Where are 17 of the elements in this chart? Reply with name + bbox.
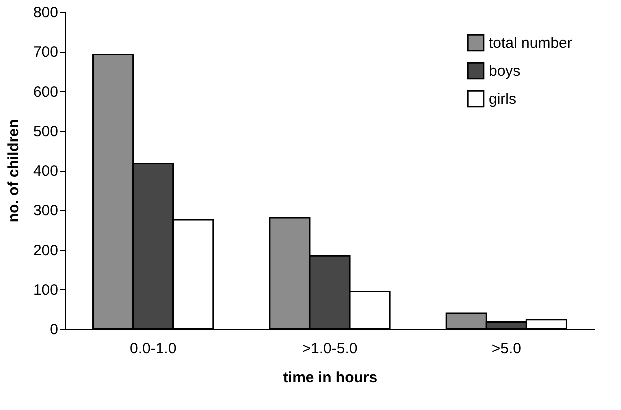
legend-label: total number (489, 35, 572, 52)
y-tick-label: 600 (33, 84, 58, 101)
y-tick-label: 800 (33, 4, 58, 22)
x-tick-label: >1.0-5.0 (302, 340, 358, 358)
y-tick-label: 300 (33, 202, 58, 220)
legend-label: girls (489, 91, 517, 108)
y-tick-label: 400 (33, 163, 58, 180)
x-tick-label: >5.0 (492, 340, 522, 358)
x-tick-label: 0.0-1.0 (130, 340, 177, 358)
x-axis-title: time in hours (283, 370, 378, 386)
y-tick-label: 0 (50, 322, 58, 338)
y-tick-label: 100 (33, 282, 58, 299)
legend-label: boys (489, 63, 521, 80)
y-axis-title: no. of children (5, 119, 22, 223)
y-tick-label: 500 (33, 123, 58, 140)
y-tick-label: 700 (33, 44, 58, 62)
y-tick-label: 200 (33, 242, 58, 260)
